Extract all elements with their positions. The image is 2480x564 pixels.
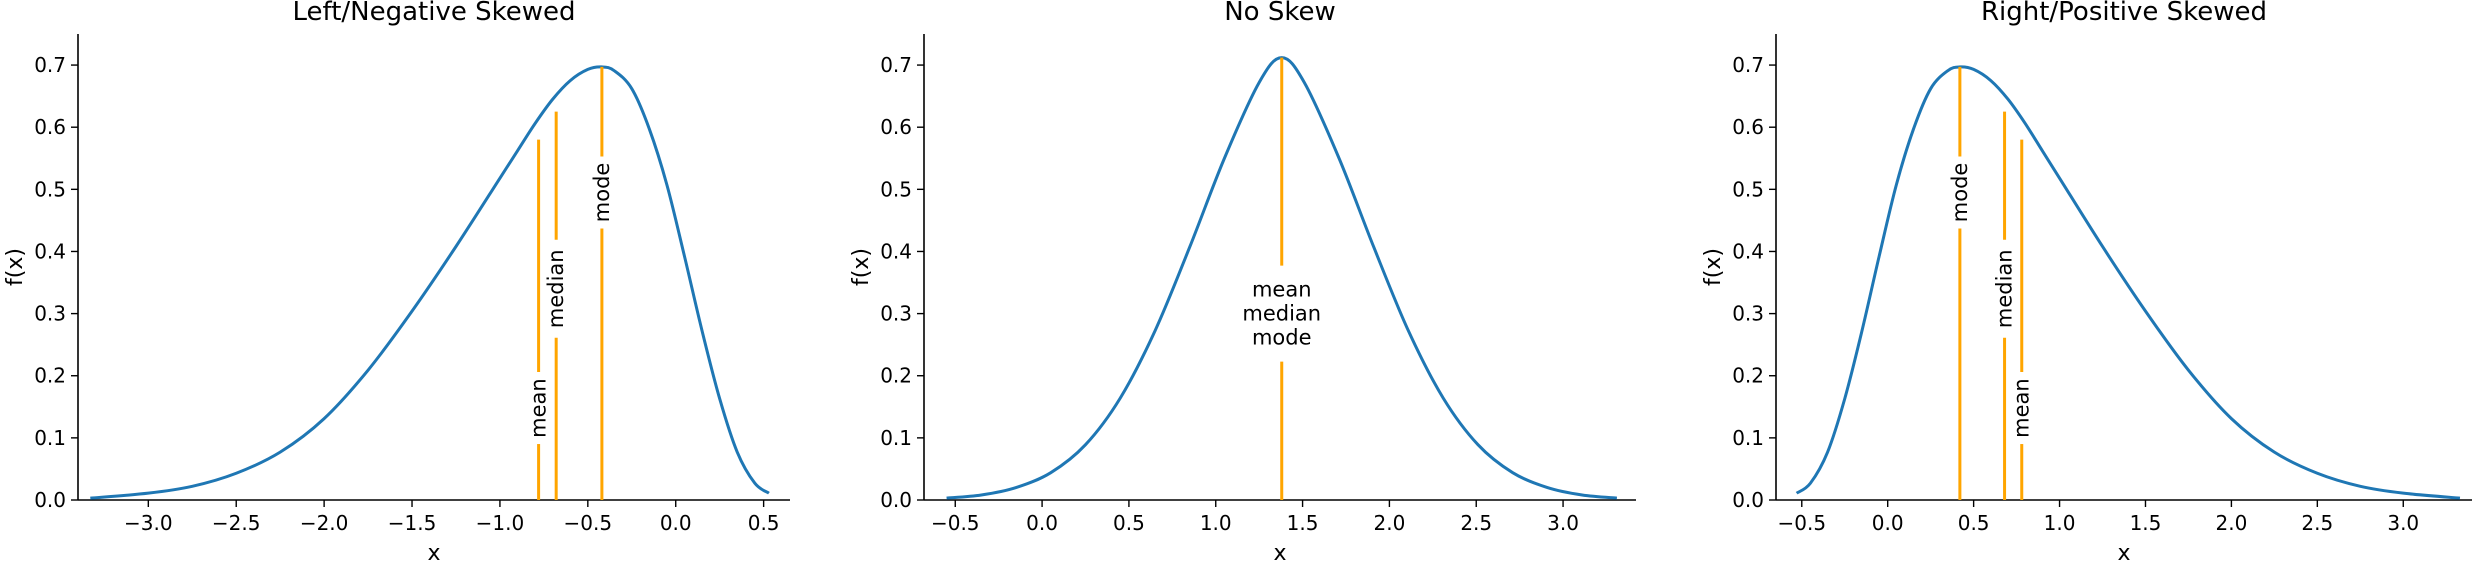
chart-title: No Skew: [1224, 0, 1336, 27]
x-axis-label: x: [427, 541, 440, 564]
y-tick-label: 0.4: [34, 239, 66, 263]
x-tick-label: 0.5: [748, 511, 780, 535]
x-tick-label: −0.5: [1777, 511, 1826, 535]
x-tick-label: 0.0: [1872, 511, 1904, 535]
y-axis-label: f(x): [1701, 248, 1726, 286]
marker-label-median: median: [1993, 249, 2017, 328]
x-tick-label: −1.0: [476, 511, 525, 535]
x-tick-label: 2.0: [1373, 511, 1405, 535]
density-curve: [90, 65, 770, 500]
x-tick-label: 1.0: [1200, 511, 1232, 535]
marker-label: mean median mode: [1242, 278, 1321, 350]
marker-label-median: median: [544, 249, 568, 328]
x-axis-label: x: [1273, 541, 1286, 564]
y-tick-label: 0.3: [34, 302, 66, 326]
density-curve: [1795, 65, 2461, 500]
y-tick-label: 0.7: [1732, 53, 1764, 77]
y-tick-label: 0.2: [34, 364, 66, 388]
marker-label-mean: mean: [527, 378, 551, 438]
y-axis-label: f(x): [849, 248, 874, 286]
y-tick-label: 0.0: [1732, 488, 1764, 512]
x-tick-label: 1.5: [2130, 511, 2162, 535]
x-tick-label: −3.0: [124, 511, 173, 535]
y-tick-label: 0.1: [1732, 426, 1764, 450]
marker-label-mode: mode: [1948, 163, 1972, 223]
y-tick-label: 0.5: [1732, 177, 1764, 201]
x-tick-label: 2.5: [2301, 511, 2333, 535]
x-tick-label: 3.0: [1547, 511, 1579, 535]
y-tick-label: 0.5: [34, 177, 66, 201]
x-tick-label: −1.5: [388, 511, 437, 535]
x-tick-label: 3.0: [2387, 511, 2419, 535]
x-tick-label: 1.5: [1287, 511, 1319, 535]
y-tick-label: 0.0: [880, 488, 912, 512]
chart-title: Right/Positive Skewed: [1981, 0, 2267, 27]
x-tick-label: −0.5: [564, 511, 613, 535]
x-tick-label: 0.0: [1026, 511, 1058, 535]
y-tick-label: 0.4: [1732, 239, 1764, 263]
y-tick-label: 0.2: [1732, 364, 1764, 388]
x-tick-label: 0.5: [1958, 511, 1990, 535]
y-tick-label: 0.6: [880, 115, 912, 139]
y-tick-label: 0.6: [1732, 115, 1764, 139]
y-tick-label: 0.1: [880, 426, 912, 450]
y-tick-label: 0.4: [880, 239, 912, 263]
x-tick-label: −2.5: [212, 511, 261, 535]
y-tick-label: 0.7: [34, 53, 66, 77]
y-tick-label: 0.3: [880, 302, 912, 326]
x-axis-label: x: [2117, 541, 2130, 564]
x-tick-label: 0.5: [1113, 511, 1145, 535]
y-tick-label: 0.1: [34, 426, 66, 450]
x-tick-label: −2.0: [300, 511, 349, 535]
panel-right-positive-skewed: Right/Positive Skewed x f(x) −0.5 0.0 0.5 1…: [1701, 0, 2472, 564]
y-tick-label: 0.2: [880, 364, 912, 388]
y-tick-label: 0.7: [880, 53, 912, 77]
y-tick-label: 0.6: [34, 115, 66, 139]
y-tick-label: 0.5: [880, 177, 912, 201]
marker-label-mode: mode: [590, 163, 614, 223]
x-tick-label: 0.0: [660, 511, 692, 535]
x-tick-label: 2.5: [1460, 511, 1492, 535]
x-tick-label: −0.5: [931, 511, 980, 535]
chart-title: Left/Negative Skewed: [292, 0, 575, 27]
panel-no-skew: No Skew x f(x) −0.5 0.0 0.5 1.0 1.5 2.0 2.5 3.0…: [849, 0, 1636, 564]
x-tick-label: 2.0: [2216, 511, 2248, 535]
y-axis-label: f(x): [3, 248, 28, 286]
panel-left-negative-skewed: Left/Negative Skewed x f(x) −3.0 −2.5 −2.0…: [3, 0, 790, 564]
marker-label-mean: mean: [2010, 378, 2034, 438]
y-tick-label: 0.3: [1732, 302, 1764, 326]
x-tick-label: 1.0: [2044, 511, 2076, 535]
y-tick-label: 0.0: [34, 488, 66, 512]
